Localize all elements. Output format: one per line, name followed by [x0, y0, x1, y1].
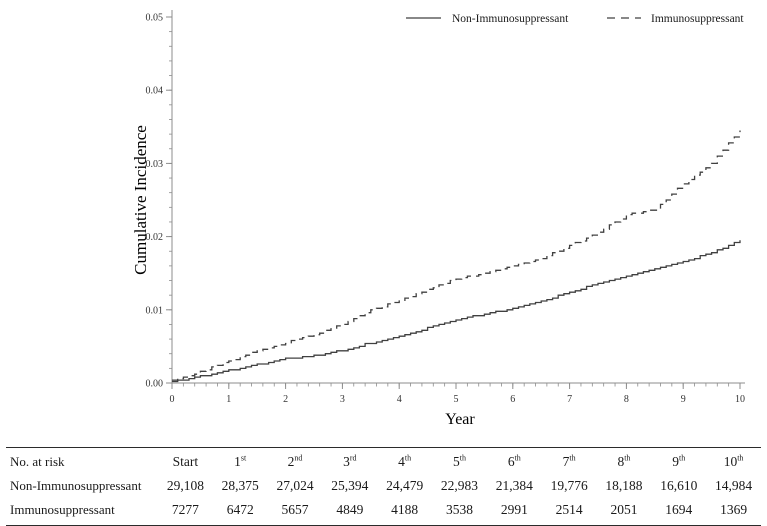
y-tick-label: 0.02 — [146, 232, 164, 243]
risk-table-header-row: No. at risk Start 1st 2nd 3rd 4th 5th 6th 7th 8th… — [6, 450, 761, 474]
x-tick-label: 10 — [735, 394, 745, 405]
y-tick-label: 0.01 — [146, 305, 164, 316]
chart-area: 0.00 0.01 0.02 0.03 0.04 0.05 0 1 2 3 4 5 6 7 8 9 10 Non… — [131, 10, 745, 428]
risk-table-value: 4188 — [391, 502, 419, 517]
risk-table-value: 2051 — [610, 502, 638, 517]
risk-table-value: 1369 — [720, 502, 748, 517]
risk-table-column-header: 2nd — [287, 453, 303, 469]
x-tick-label: 3 — [340, 394, 345, 405]
x-tick-label: 2 — [283, 394, 288, 405]
legend-label-non-immunosuppressant: Non-Immunosuppressant — [452, 13, 569, 25]
risk-table-value: 22,983 — [440, 478, 479, 493]
series-line-immunosuppressant — [172, 130, 741, 381]
x-tick-label: 4 — [397, 394, 402, 405]
risk-table-column-header: 7th — [562, 453, 576, 469]
risk-table-value: 5657 — [281, 502, 309, 517]
series-line-non-immunosuppressant — [172, 240, 741, 383]
risk-table-value: 7277 — [171, 502, 199, 517]
risk-table-column-header: 5th — [453, 453, 466, 469]
risk-table-column-header: 8th — [617, 453, 631, 469]
risk-table-value: 19,776 — [550, 478, 588, 493]
legend: Non-Immunosuppressant Immunosuppressant — [406, 13, 744, 25]
y-tick-label: 0.04 — [146, 86, 164, 97]
cumulative-incidence-chart: 0.00 0.01 0.02 0.03 0.04 0.05 0 1 2 3 4 5 6 7 8 9 10 Non… — [131, 10, 745, 428]
axes: 0.00 0.01 0.02 0.03 0.04 0.05 0 1 2 3 4 5 6 7 8 9 10 — [146, 10, 745, 405]
risk-table: No. at risk Start 1st 2nd 3rd 4th 5th 6th 7th 8th… — [6, 447, 761, 526]
risk-table-row-label: Immunosuppressant — [10, 502, 115, 517]
risk-table-value: 25,394 — [331, 478, 369, 493]
y-axis-title: Cumulative Incidence — [131, 125, 150, 275]
x-tick-label: 7 — [567, 394, 572, 405]
risk-table-value: 6472 — [226, 502, 254, 517]
y-tick-label: 0.03 — [146, 159, 164, 170]
risk-table-value: 28,375 — [221, 478, 259, 493]
risk-table-column-header: 1st — [234, 453, 247, 469]
risk-table-value: 24,479 — [386, 478, 424, 493]
x-tick-label: 0 — [170, 394, 175, 405]
risk-table-value: 2514 — [555, 502, 583, 517]
risk-table-column-header: 10th — [723, 453, 744, 469]
x-tick-label: 5 — [454, 394, 459, 405]
risk-table-row: Immunosuppressant 7277 6472 5657 4849 4188 353… — [6, 498, 761, 522]
risk-table-value: 4849 — [336, 502, 364, 517]
series-curves — [172, 130, 741, 383]
risk-table-column-header: 9th — [672, 453, 686, 469]
risk-table-title: No. at risk — [10, 454, 65, 469]
risk-table-value: 29,108 — [166, 478, 204, 493]
risk-table-column-header: 3rd — [343, 453, 357, 469]
x-axis-title: Year — [445, 411, 475, 428]
risk-table-row-label: Non-Immunosuppressant — [10, 478, 142, 493]
risk-table-value: 21,384 — [495, 478, 533, 493]
legend-label-immunosuppressant: Immunosuppressant — [651, 13, 744, 25]
risk-table-column-header: 6th — [507, 453, 521, 469]
risk-table-value: 18,188 — [605, 478, 643, 493]
x-tick-label: 6 — [510, 394, 515, 405]
risk-table-value: 2991 — [500, 502, 528, 517]
risk-table-value: 1694 — [665, 502, 693, 517]
y-tick-label: 0.00 — [146, 379, 164, 390]
y-tick-label: 0.05 — [146, 13, 164, 24]
x-tick-label: 9 — [681, 394, 686, 405]
risk-table-column-header: 4th — [398, 453, 412, 469]
risk-table-column-header: Start — [172, 454, 199, 469]
risk-table-value: 16,610 — [660, 478, 698, 493]
risk-table-value: 14,984 — [715, 478, 753, 493]
risk-table-row: Non-Immunosuppressant 29,108 28,375 27,024 2… — [6, 474, 761, 498]
risk-table-value: 27,024 — [276, 478, 314, 493]
x-tick-label: 1 — [226, 394, 231, 405]
x-tick-label: 8 — [624, 394, 629, 405]
risk-table-value: 3538 — [445, 502, 473, 517]
